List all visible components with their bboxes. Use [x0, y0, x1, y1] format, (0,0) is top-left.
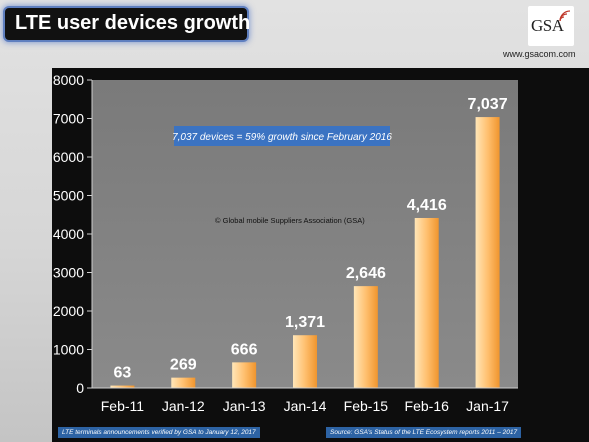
- y-tick-label: 8000: [53, 72, 84, 88]
- y-tick-label: 7000: [53, 111, 84, 127]
- x-tick-label: Jan-13: [223, 398, 266, 414]
- signal-waves-icon: [559, 10, 571, 22]
- y-axis: 0 1000 2000 3000 4000 5000 6000 7000 8000: [53, 72, 93, 396]
- bar-feb-16: [414, 217, 439, 388]
- y-tick-label: 0: [76, 380, 84, 396]
- bar-data-label: 63: [114, 365, 132, 382]
- x-tick-label: Feb-11: [101, 398, 145, 414]
- x-axis: Feb-11 Jan-12 Jan-13 Jan-14 Feb-15 Feb-16 Jan-…: [92, 387, 518, 414]
- y-tick-label: 2000: [53, 303, 84, 319]
- y-tick-label: 1000: [53, 342, 84, 358]
- growth-callout-box: [174, 126, 390, 146]
- bar-jan-12: [171, 377, 196, 388]
- bar-jan-14: [293, 335, 317, 388]
- bar-data-label: 2,646: [346, 265, 386, 282]
- bars: 63 269 666 1,371 2,646 4,416 7,037: [110, 96, 508, 388]
- x-tick-label: Jan-17: [466, 398, 509, 414]
- chart-frame: 0 1000 2000 3000 4000 5000 6000 7000 8000 63 269 6…: [52, 68, 589, 442]
- bar-feb-15: [353, 286, 378, 388]
- bar-data-label: 269: [170, 357, 197, 374]
- y-tick-label: 3000: [53, 265, 84, 281]
- bar-data-label: 4,416: [407, 197, 447, 214]
- y-tick-label: 4000: [53, 226, 84, 242]
- growth-callout: 7,037 devices = 59% growth since Februar…: [172, 126, 392, 146]
- bar-feb-11: [110, 385, 135, 388]
- copyright-text: © Global mobile Suppliers Association (G…: [215, 216, 365, 225]
- footnote-right: Source: GSA's Status of the LTE Ecosyste…: [326, 427, 522, 438]
- bar-jan-13: [232, 362, 257, 388]
- growth-callout-text: 7,037 devices = 59% growth since Februar…: [172, 132, 392, 143]
- x-tick-label: Jan-14: [284, 398, 327, 414]
- x-tick-label: Feb-16: [405, 398, 450, 414]
- x-tick-label: Feb-15: [344, 398, 389, 414]
- bar-data-label: 666: [231, 341, 258, 358]
- gsa-logo: GSA: [528, 6, 574, 46]
- title-banner: LTE user devices growth: [5, 8, 251, 40]
- bar-jan-17: [475, 117, 500, 388]
- y-tick-label: 5000: [53, 188, 84, 204]
- bar-data-label: 1,371: [285, 314, 325, 331]
- footnote-left: LTE terminals announcements verified by …: [58, 427, 260, 438]
- website-url: www.gsacom.com: [503, 49, 576, 59]
- x-tick-label: Jan-12: [162, 398, 205, 414]
- y-tick-label: 6000: [53, 149, 84, 165]
- page-title: LTE user devices growth: [15, 12, 251, 34]
- logo-text: GSA: [531, 16, 564, 35]
- bar-data-label: 7,037: [468, 96, 508, 113]
